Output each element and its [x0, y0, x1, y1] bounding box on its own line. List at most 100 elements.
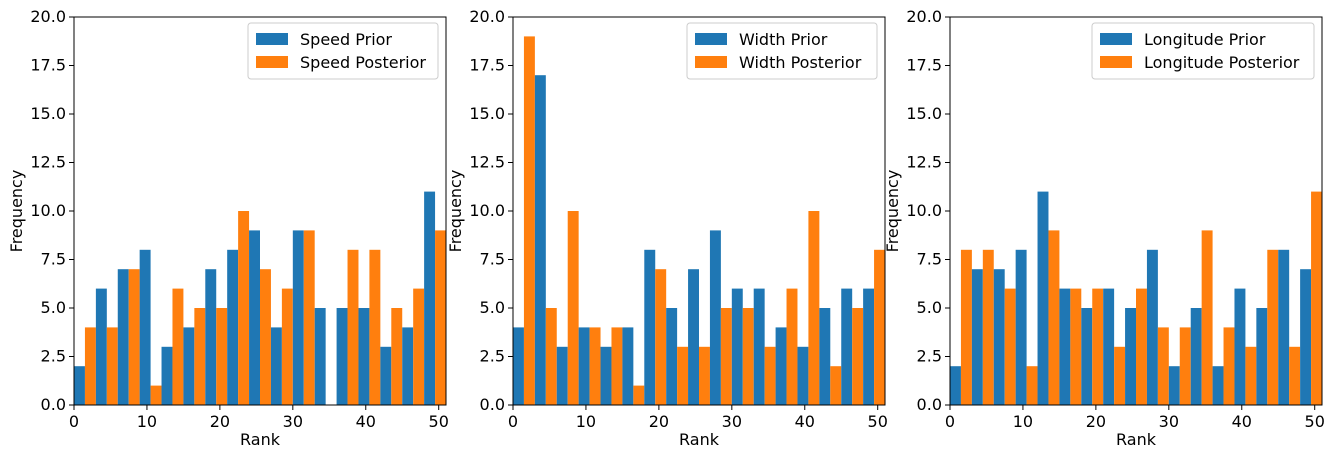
- legend: Speed Prior Speed Posterior: [247, 22, 439, 80]
- y-tick-label: 17.5: [906, 56, 942, 75]
- prior-bar: [1234, 288, 1246, 405]
- prior-bar: [622, 327, 634, 405]
- y-axis-label: Frequency: [883, 170, 902, 253]
- prior-bar: [161, 346, 173, 405]
- prior-bar: [183, 327, 195, 405]
- legend-swatch: [256, 56, 288, 68]
- posterior-bar: [369, 249, 381, 405]
- prior-bar: [731, 288, 743, 405]
- posterior-bar: [84, 327, 96, 405]
- y-tick-label: 12.5: [906, 153, 942, 172]
- prior-bar: [666, 308, 678, 405]
- prior-bar: [336, 308, 348, 405]
- prior-bar: [139, 249, 151, 405]
- x-tick-label: 20: [1086, 412, 1106, 431]
- y-tick-label: 20.0: [30, 7, 66, 26]
- prior-bar: [74, 366, 85, 405]
- prior-bar: [380, 346, 392, 405]
- y-tick-label: 2.5: [480, 347, 505, 366]
- x-tick-label: 40: [795, 412, 815, 431]
- posterior-bar: [677, 346, 689, 405]
- prior-bar: [95, 288, 107, 405]
- legend-box: [247, 22, 439, 80]
- prior-bar: [556, 346, 568, 405]
- legend-label: Longitude Posterior: [1144, 53, 1300, 72]
- posterior-bar: [589, 327, 601, 405]
- prior-bar: [819, 308, 831, 405]
- x-tick-label: 30: [283, 412, 303, 431]
- prior-bar: [797, 346, 809, 405]
- legend-label: Longitude Prior: [1144, 30, 1266, 49]
- legend-box: [1091, 22, 1315, 80]
- posterior-bar: [106, 327, 118, 405]
- prior-bar: [753, 288, 765, 405]
- prior-bar: [314, 308, 326, 405]
- y-tick-label: 17.5: [469, 56, 505, 75]
- x-tick-label: 10: [1013, 412, 1033, 431]
- posterior-bar: [786, 288, 798, 405]
- posterior-bar: [391, 308, 403, 405]
- posterior-bar: [808, 211, 820, 405]
- posterior-bar: [1245, 346, 1257, 405]
- x-tick-label: 30: [1159, 412, 1179, 431]
- posterior-bar: [1048, 230, 1060, 405]
- posterior-bar: [435, 230, 446, 405]
- posterior-bar: [1267, 249, 1279, 405]
- x-axis-label: Rank: [240, 430, 281, 449]
- prior-bar: [270, 327, 282, 405]
- prior-bar: [227, 249, 239, 405]
- y-tick-label: 15.0: [906, 104, 942, 123]
- prior-bar: [402, 327, 414, 405]
- posterior-bar: [281, 288, 293, 405]
- posterior-bar: [742, 308, 754, 405]
- prior-bar: [1300, 269, 1312, 405]
- y-tick-label: 0.0: [41, 395, 66, 414]
- prior-bar: [1015, 249, 1027, 405]
- legend-label: Width Posterior: [739, 53, 862, 72]
- prior-bar: [249, 230, 260, 405]
- prior-bar: [292, 230, 304, 405]
- posterior-bar: [699, 346, 710, 405]
- prior-bar: [688, 269, 699, 405]
- chart-panel-3: 0.0 2.5 5.0 7.5 10.0 12.5 15.0 17.5 20.0 0 10 20 30 4…: [883, 7, 1325, 449]
- posterior-bar: [1157, 327, 1169, 405]
- posterior-bar: [523, 36, 535, 406]
- posterior-bar: [1004, 288, 1016, 405]
- prior-bar: [1103, 288, 1115, 405]
- posterior-bar: [260, 269, 271, 405]
- prior-bar: [534, 75, 546, 405]
- x-tick-label: 50: [868, 412, 888, 431]
- x-tick-label: 50: [1305, 412, 1325, 431]
- prior-bar: [1081, 308, 1093, 405]
- y-axis-label: Frequency: [7, 170, 26, 253]
- y-tick-label: 5.0: [41, 298, 66, 317]
- x-tick-label: 40: [1232, 412, 1252, 431]
- x-tick-label: 30: [722, 412, 742, 431]
- posterior-bar: [852, 308, 864, 405]
- prior-bar: [600, 346, 612, 405]
- posterior-bar: [1092, 288, 1104, 405]
- y-tick-label: 15.0: [469, 104, 505, 123]
- prior-bar: [578, 327, 590, 405]
- x-tick-label: 50: [429, 412, 449, 431]
- y-tick-label: 12.5: [469, 153, 505, 172]
- posterior-bar: [1136, 288, 1147, 405]
- x-axis-label: Rank: [1116, 430, 1157, 449]
- posterior-bar: [611, 327, 623, 405]
- posterior-bar: [720, 308, 732, 405]
- legend-swatch: [695, 33, 727, 45]
- posterior-bar: [982, 249, 994, 405]
- prior-bar: [950, 366, 961, 405]
- prior-bar: [971, 269, 983, 405]
- chart-panel-2: 0.0 2.5 5.0 7.5 10.0 12.5 15.0 17.5 20.0 0 10 20 30 4…: [446, 7, 888, 449]
- posterior-bar: [1223, 327, 1235, 405]
- posterior-bar: [567, 211, 579, 405]
- posterior-bar: [545, 308, 557, 405]
- y-axis-label: Frequency: [446, 170, 465, 253]
- prior-bar: [1059, 288, 1071, 405]
- legend: Longitude Prior Longitude Posterior: [1091, 22, 1315, 80]
- y-tick-label: 7.5: [480, 250, 505, 269]
- legend-swatch: [256, 33, 288, 45]
- y-tick-label: 5.0: [480, 298, 505, 317]
- legend-label: Speed Prior: [300, 30, 392, 49]
